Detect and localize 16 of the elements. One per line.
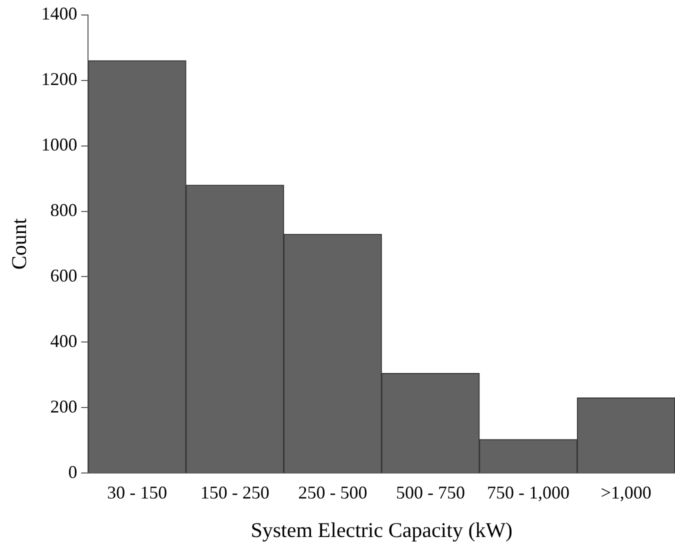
y-tick-label: 1200 (41, 69, 78, 90)
x-tick-label: 500 - 750 (396, 482, 465, 503)
y-axis-title: Count (7, 218, 32, 270)
x-tick-label: 150 - 250 (200, 482, 270, 503)
x-tick-label: 30 - 150 (107, 482, 168, 503)
y-tick-label: 200 (50, 396, 78, 416)
x-tick-label: 750 - 1,000 (487, 482, 570, 503)
x-tick-label: 250 - 500 (298, 482, 368, 503)
y-tick-label: 0 (68, 462, 78, 482)
y-tick-label: 1000 (41, 134, 78, 155)
y-tick-label: 1400 (41, 4, 78, 24)
x-tick-label: >1,000 (600, 482, 652, 503)
y-tick-label: 600 (50, 265, 78, 286)
y-tick-label: 400 (50, 330, 78, 351)
y-tick-label: 800 (50, 200, 78, 220)
x-axis-title: System Electric Capacity (kW) (250, 518, 513, 542)
